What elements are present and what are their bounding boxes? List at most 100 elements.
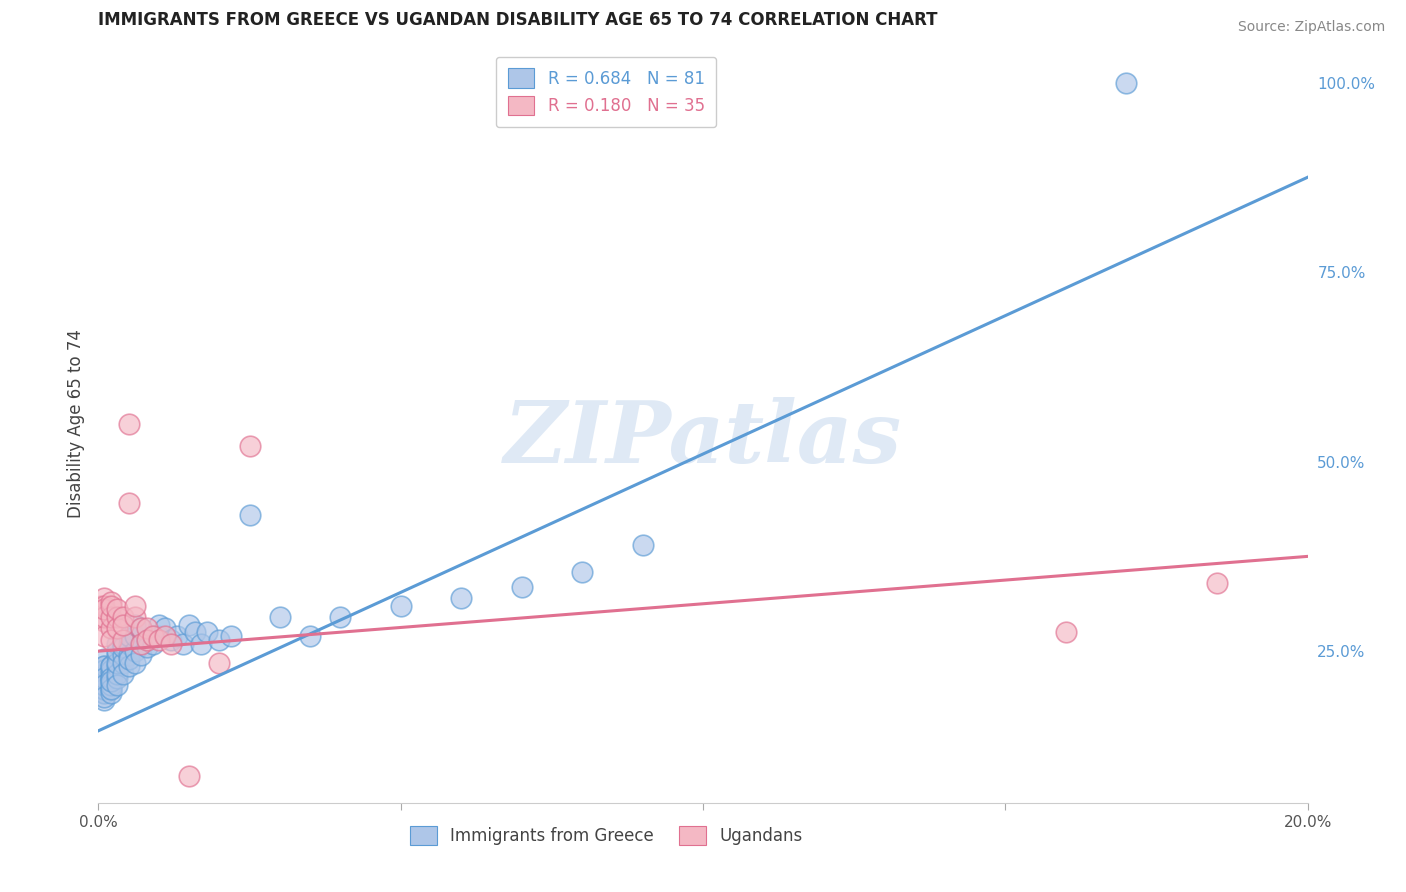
Point [571, 565, 593, 579]
Point [118, 659, 141, 673]
Point [269, 610, 291, 624]
Point [105, 602, 128, 616]
Point [105, 610, 128, 624]
Point [1054, 625, 1077, 640]
Point [93, 681, 115, 696]
Point [510, 580, 533, 594]
Point [93, 667, 115, 681]
Point [105, 678, 128, 692]
Point [160, 637, 183, 651]
Point [90, 663, 112, 677]
Point [118, 651, 141, 665]
Point [100, 663, 122, 677]
Point [1115, 76, 1137, 90]
Point [118, 648, 141, 662]
Point [111, 610, 134, 624]
Point [100, 678, 122, 692]
Point [100, 621, 122, 635]
Point [118, 629, 141, 643]
Point [111, 617, 134, 632]
Point [100, 659, 122, 673]
Point [118, 637, 141, 651]
Point [100, 671, 122, 685]
Point [166, 629, 188, 643]
Point [142, 629, 165, 643]
Point [93, 599, 115, 613]
Point [190, 637, 212, 651]
Point [93, 678, 115, 692]
Point [105, 656, 128, 670]
Point [93, 651, 115, 665]
Point [160, 632, 183, 647]
Point [221, 629, 243, 643]
Point [118, 417, 141, 431]
Point [100, 599, 122, 613]
Point [111, 632, 134, 647]
Point [93, 686, 115, 700]
Point [93, 659, 115, 673]
Point [93, 591, 115, 606]
Point [329, 610, 352, 624]
Point [93, 690, 115, 704]
Point [100, 595, 122, 609]
Point [142, 637, 165, 651]
Point [105, 671, 128, 685]
Point [100, 610, 122, 624]
Point [93, 614, 115, 628]
Point [93, 602, 115, 616]
Point [239, 440, 262, 454]
Point [100, 667, 122, 681]
Point [129, 637, 152, 651]
Point [118, 496, 141, 510]
Point [631, 538, 654, 552]
Point [91, 674, 114, 689]
Text: ZIPatlas: ZIPatlas [503, 397, 903, 481]
Point [208, 632, 231, 647]
Legend: Immigrants from Greece, Ugandans: Immigrants from Greece, Ugandans [401, 816, 813, 855]
Point [111, 640, 134, 655]
Point [100, 686, 122, 700]
Point [100, 632, 122, 647]
Point [135, 621, 157, 635]
Point [172, 637, 194, 651]
Point [184, 625, 207, 640]
Point [111, 637, 134, 651]
Point [93, 671, 115, 685]
Point [100, 674, 122, 689]
Point [124, 644, 146, 658]
Point [135, 632, 157, 647]
Point [100, 681, 122, 696]
Point [105, 667, 128, 681]
Text: Source: ZipAtlas.com: Source: ZipAtlas.com [1237, 20, 1385, 34]
Point [124, 610, 146, 624]
Point [129, 637, 152, 651]
Point [93, 681, 115, 696]
Point [93, 693, 115, 707]
Point [135, 632, 157, 647]
Point [389, 599, 412, 613]
Point [208, 656, 231, 670]
Point [129, 621, 152, 635]
Point [105, 644, 128, 658]
Point [111, 656, 134, 670]
Point [1206, 576, 1229, 591]
Point [129, 648, 152, 662]
Point [90, 599, 112, 613]
Point [179, 769, 201, 783]
Point [93, 674, 115, 689]
Point [100, 671, 122, 685]
Point [93, 659, 115, 673]
Point [135, 640, 157, 655]
Point [450, 591, 472, 606]
Point [148, 617, 170, 632]
Point [105, 621, 128, 635]
Point [153, 629, 176, 643]
Point [239, 508, 262, 522]
Point [142, 629, 165, 643]
Point [124, 629, 146, 643]
Point [153, 621, 176, 635]
Point [299, 629, 322, 643]
Point [124, 599, 146, 613]
Y-axis label: Disability Age 65 to 74: Disability Age 65 to 74 [66, 329, 84, 518]
Point [105, 648, 128, 662]
